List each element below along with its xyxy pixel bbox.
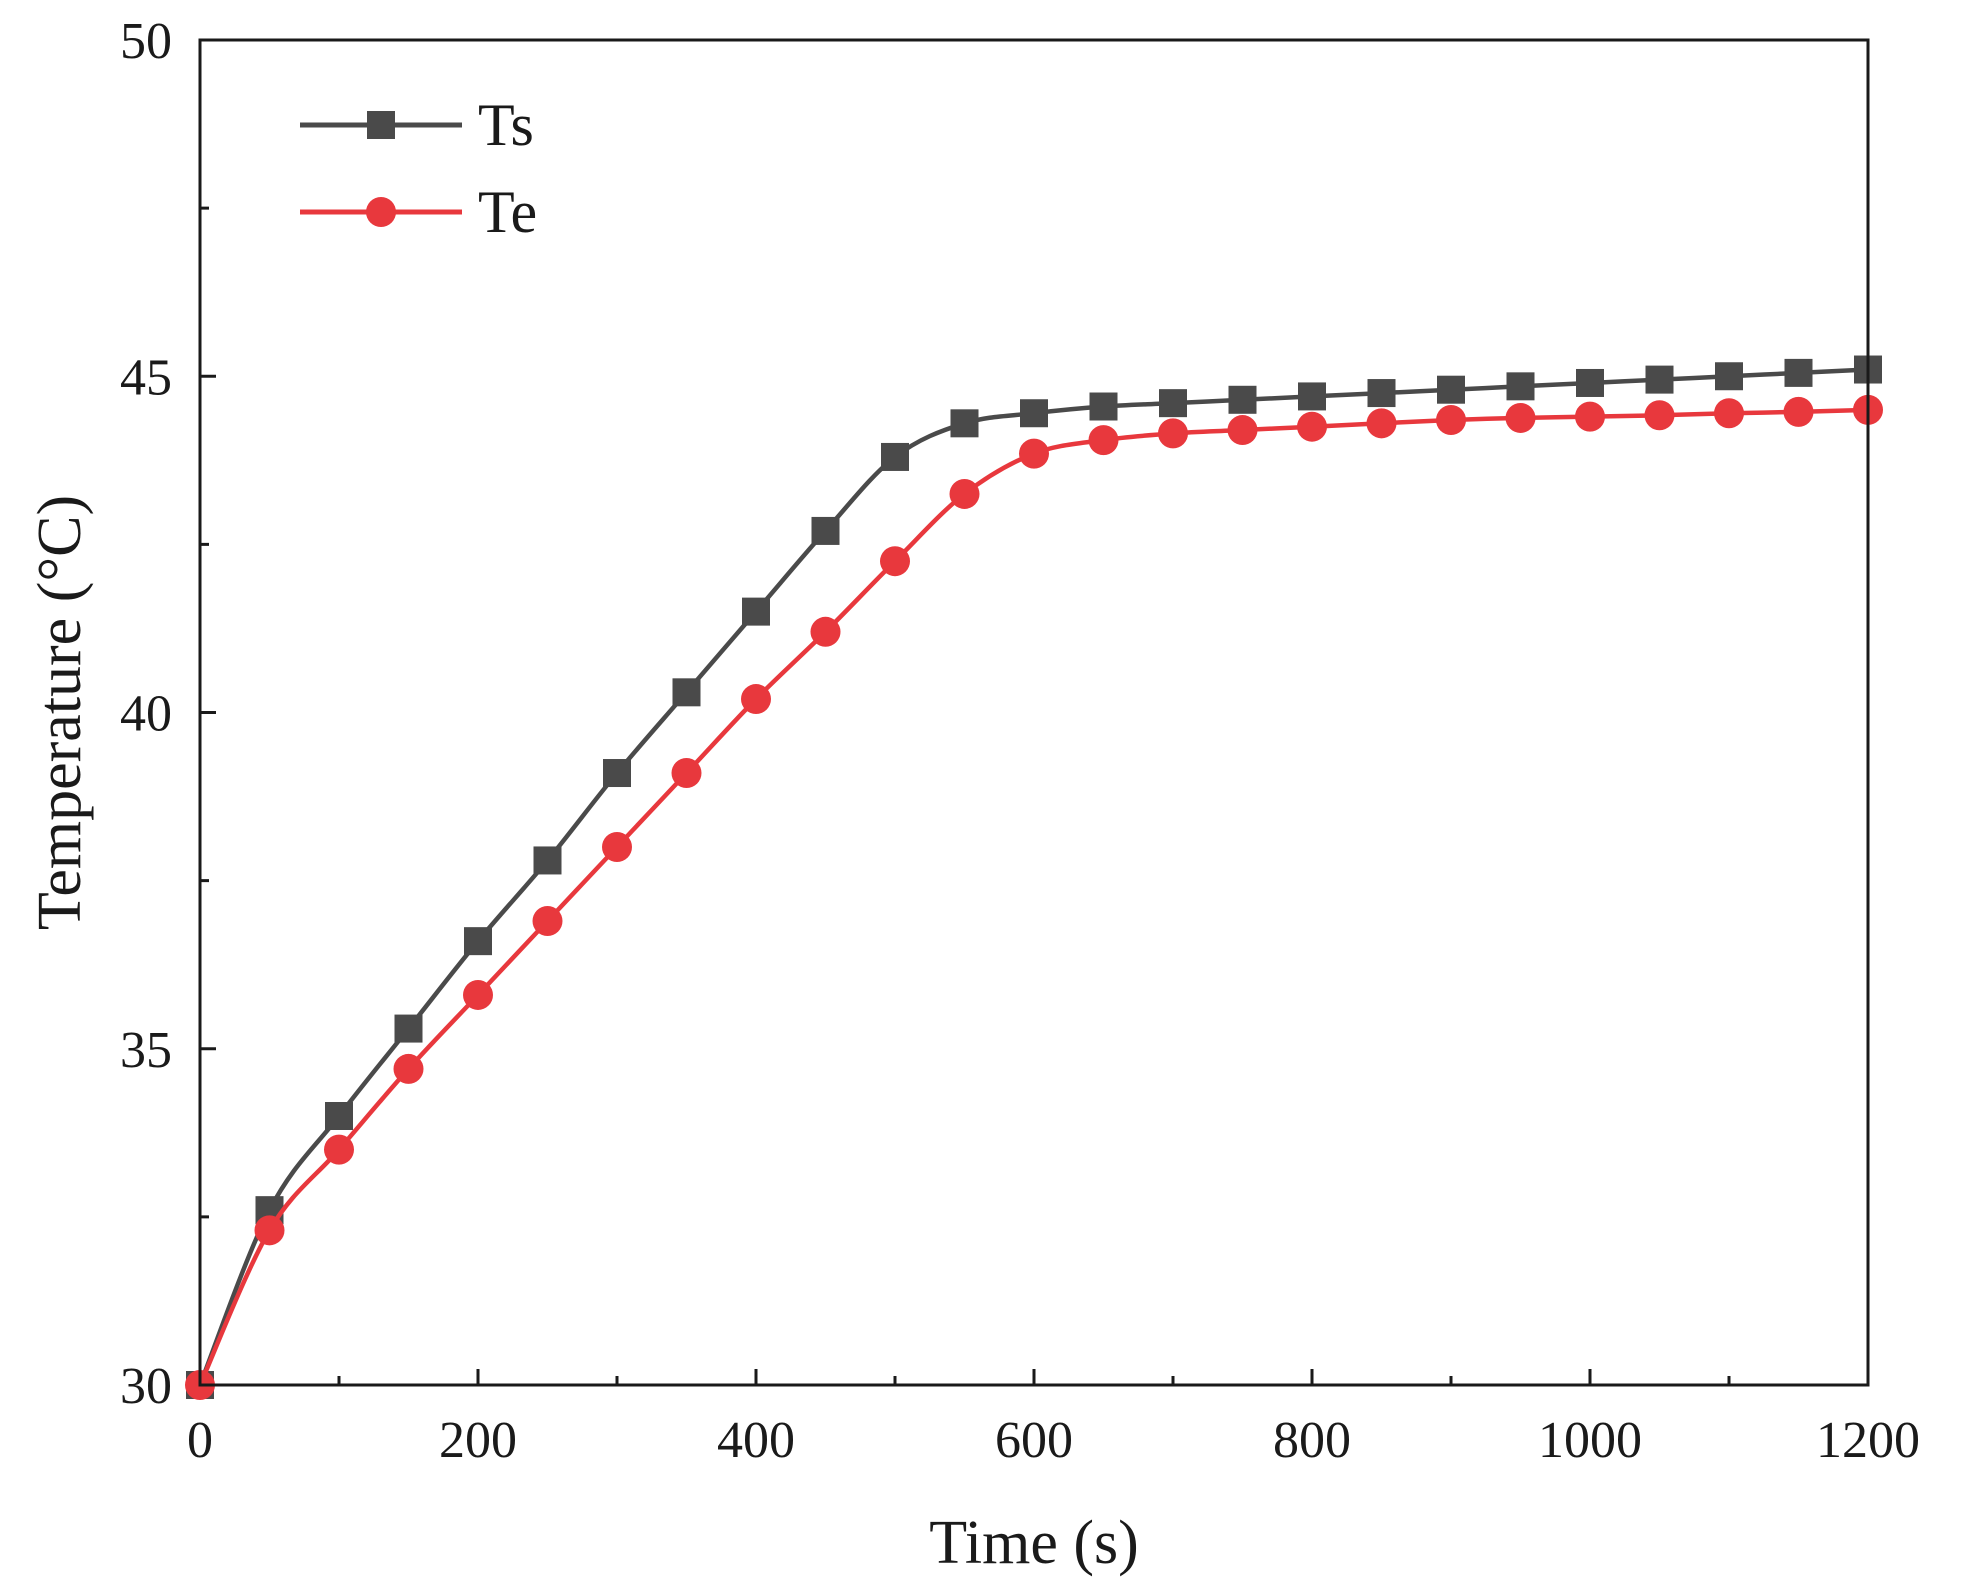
series-layer <box>185 355 1883 1400</box>
data-point-te <box>1297 411 1327 442</box>
data-point-te <box>1227 415 1258 446</box>
data-point-ts <box>672 678 701 707</box>
data-point-ts <box>464 927 492 956</box>
data-point-ts <box>325 1102 353 1130</box>
data-point-te <box>1019 438 1049 469</box>
x-axis-title: Time (s) <box>929 1509 1139 1577</box>
data-point-te <box>949 478 980 509</box>
y-tick-label: 35 <box>120 1022 172 1079</box>
data-point-te <box>463 979 493 1010</box>
data-point-ts <box>1228 385 1257 414</box>
data-point-te <box>1366 408 1397 439</box>
data-point-ts <box>1506 372 1535 401</box>
legend-label: Te <box>478 179 537 245</box>
data-point-te <box>532 905 563 936</box>
legend: Ts Te <box>300 92 537 245</box>
x-tick-label: 0 <box>187 1412 213 1469</box>
data-point-te <box>1714 398 1744 429</box>
x-tick-label: 600 <box>995 1412 1073 1469</box>
y-tick-label: 50 <box>120 13 172 70</box>
x-tick-label: 1200 <box>1816 1412 1920 1469</box>
data-point-ts <box>1437 375 1465 404</box>
data-point-te <box>1644 400 1675 431</box>
data-point-ts <box>1089 392 1118 421</box>
plot-frame <box>198 38 1870 1387</box>
data-point-ts <box>603 759 631 788</box>
x-tick-label: 400 <box>717 1412 795 1469</box>
x-tick-label: 1000 <box>1538 1412 1642 1469</box>
data-point-ts <box>1020 399 1048 428</box>
data-point-ts <box>394 1014 423 1043</box>
data-point-ts <box>533 846 562 875</box>
data-point-ts <box>1298 382 1326 411</box>
data-point-ts <box>742 597 770 626</box>
data-point-ts <box>1715 362 1743 391</box>
y-axis-title: Temperature (°C) <box>26 495 94 930</box>
data-point-ts <box>1367 379 1396 408</box>
legend-marker <box>367 111 395 139</box>
data-point-ts <box>811 516 840 545</box>
data-point-te <box>880 546 910 577</box>
data-point-te <box>393 1053 424 1084</box>
y-tick-label: 30 <box>120 1358 172 1415</box>
legend-marker <box>366 197 396 227</box>
data-point-te <box>324 1134 354 1165</box>
series-te <box>185 394 1883 1400</box>
data-point-ts <box>1645 365 1674 394</box>
data-point-te <box>602 832 632 862</box>
data-point-te <box>1158 418 1188 449</box>
data-point-te <box>1783 396 1814 427</box>
data-point-te <box>1575 401 1605 432</box>
data-point-te <box>1088 425 1119 456</box>
legend-item-ts: Ts <box>300 92 534 158</box>
data-point-ts <box>1576 368 1604 397</box>
data-point-ts <box>881 442 909 471</box>
x-tick-label: 200 <box>439 1412 517 1469</box>
data-point-ts <box>950 409 979 438</box>
legend-label: Ts <box>478 92 534 158</box>
data-point-ts <box>1159 389 1187 418</box>
data-point-te <box>741 684 771 715</box>
y-tick-labels: 30 35 40 45 50 <box>120 13 172 1415</box>
x-tick-labels: 0 200 400 600 800 1000 1200 <box>187 1412 1920 1469</box>
y-tick-label: 45 <box>120 349 172 406</box>
data-point-te <box>1505 402 1536 433</box>
data-point-ts <box>1784 358 1813 387</box>
data-point-te <box>1436 404 1466 435</box>
legend-item-te: Te <box>300 179 537 245</box>
y-tick-label: 40 <box>120 686 172 743</box>
x-tick-label: 800 <box>1273 1412 1351 1469</box>
data-point-te <box>254 1215 285 1246</box>
data-point-te <box>810 616 841 647</box>
data-point-te <box>671 758 702 789</box>
